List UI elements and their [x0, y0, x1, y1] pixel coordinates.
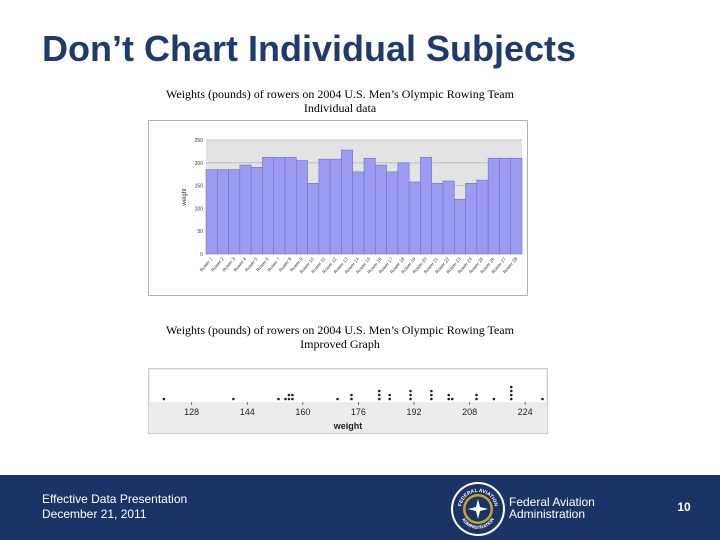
chart1-bar: [487, 157, 500, 255]
footer-org: Federal Aviation Administration: [509, 496, 595, 520]
chart2-dot: [430, 397, 433, 401]
chart1-bar: [250, 167, 263, 255]
chart1-bar: [216, 169, 229, 255]
chart1-bar: [228, 169, 241, 255]
chart1-bar: [499, 157, 512, 255]
chart1-bar: [453, 198, 466, 255]
chart2-dot: [492, 397, 496, 401]
chart2-plot-area: [150, 370, 546, 402]
chart1-bar: [239, 164, 252, 255]
chart2-dot: [409, 397, 412, 401]
page-number: 10: [677, 500, 691, 514]
chart1-bar: [420, 157, 433, 255]
chart2-title: Weights (pounds) of rowers on 2004 U.S. …: [166, 323, 514, 337]
chart1-bar: [476, 179, 489, 255]
chart1-bar: [307, 183, 320, 255]
chart2-dot: [509, 397, 513, 401]
chart2-dot: [447, 393, 451, 397]
slide-title: Don’t Chart Individual Subjects: [42, 28, 577, 69]
chart2-dot: [509, 393, 513, 397]
chart2-dot: [291, 393, 294, 397]
chart2-dot: [409, 389, 412, 393]
chart2-dot: [450, 397, 454, 401]
chart1-bar: [295, 160, 308, 255]
chart1-bar: [329, 158, 342, 255]
chart1-ytick-label: 0: [200, 252, 203, 258]
chart1-bar: [386, 171, 399, 255]
chart1-bar: [262, 157, 275, 255]
chart2-dot: [287, 393, 291, 397]
chart2-dot: [475, 397, 478, 401]
org-line1: Federal Aviation: [509, 495, 595, 509]
chart2-dot: [509, 385, 513, 389]
org-line2: Administration: [509, 507, 586, 521]
chart1-bar: [431, 183, 444, 255]
chart1-bar: [363, 157, 376, 255]
chart1-ytick-label: 200: [195, 161, 204, 167]
faa-seal-icon: FEDERAL AVIATION ADMINISTRATION: [451, 482, 505, 536]
chart1-bar: [408, 181, 421, 255]
chart2-xtick-label: 192: [406, 407, 421, 417]
chart1-bar: [352, 171, 365, 255]
chart1-title: Weights (pounds) of rowers on 2004 U.S. …: [166, 87, 514, 101]
chart1-ytick-label: 50: [197, 229, 203, 235]
chart1-ytick-label: 250: [195, 138, 204, 144]
chart2-dot: [377, 393, 381, 397]
chart1-ytick-label: 150: [195, 184, 204, 190]
chart2-dot: [430, 389, 433, 393]
chart2-dot: [291, 397, 294, 401]
chart2-dot: [232, 397, 235, 401]
chart2-xtick-label: 144: [240, 407, 255, 417]
chart2-dot: [447, 397, 451, 401]
chart2-xtick-label: 160: [295, 407, 310, 417]
chart2-dot: [284, 397, 287, 401]
chart2-dot: [350, 393, 353, 397]
chart2-dot: [430, 393, 433, 397]
chart1-subtitle: Individual data: [303, 101, 377, 115]
footer-info: Effective Data Presentation December 21,…: [42, 492, 187, 522]
chart1-bar: [374, 164, 387, 255]
chart1-caption: Weights (pounds) of rowers on 2004 U.S. …: [150, 87, 530, 115]
footer-bar: Effective Data Presentation December 21,…: [0, 475, 720, 540]
chart1-bar: [318, 158, 331, 255]
chart2-dot: [409, 393, 412, 397]
chart2-dot: [475, 393, 478, 397]
improved-dot-plot: 128 144 160 176 192 208 224 weight: [148, 368, 548, 434]
chart2-dot: [162, 397, 166, 401]
presentation-date: December 21, 2011: [42, 507, 147, 521]
chart1-ytick-label: 100: [195, 206, 204, 212]
chart1-bar: [442, 180, 455, 255]
chart1-bar: [397, 162, 410, 255]
chart2-xtick-label: 128: [184, 407, 199, 417]
chart1-bar: [465, 183, 478, 255]
chart2-dot: [541, 397, 544, 401]
chart2-xlabel: weight: [333, 421, 363, 431]
chart2-dot: [377, 397, 381, 401]
chart1-bar: [284, 157, 297, 255]
chart2-dot: [388, 397, 391, 401]
chart1-bar: [341, 149, 354, 255]
chart1-bar: [510, 157, 523, 255]
chart2-dot: [287, 397, 291, 401]
chart2-dot: [350, 397, 353, 401]
chart2-dot: [277, 397, 280, 401]
presentation-name: Effective Data Presentation: [42, 492, 188, 506]
chart2-xtick-label: 176: [351, 407, 366, 417]
chart2-dot: [377, 389, 381, 393]
chart2-xtick-label: 224: [518, 407, 533, 417]
chart1-ylabel: weight: [182, 188, 188, 207]
chart2-xtick-label: 208: [462, 407, 477, 417]
chart2-subtitle: Improved Graph: [300, 337, 380, 351]
chart2-caption: Weights (pounds) of rowers on 2004 U.S. …: [150, 323, 530, 351]
chart1-bar: [273, 157, 286, 255]
chart2-dot: [509, 389, 513, 393]
chart2-dot: [336, 397, 339, 401]
chart2-dot: [388, 393, 391, 397]
chart1-bar: [205, 169, 218, 255]
